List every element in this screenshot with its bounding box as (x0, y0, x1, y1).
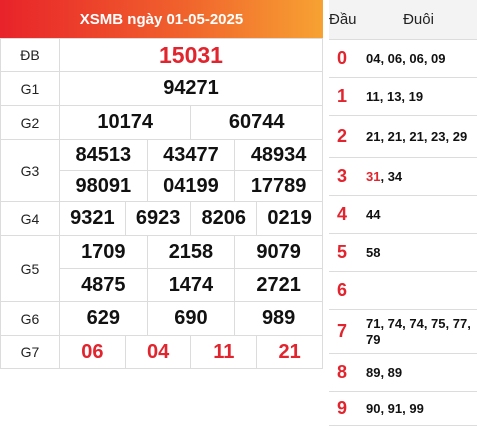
prize-row-db: ĐB 15031 (0, 38, 323, 72)
loto-head: 8 (329, 353, 360, 392)
prize-g5-value: 1474 (146, 268, 236, 302)
loto-panel: Đầu Đuôi 0 04, 06, 06, 09 1 11, 13, 19 2… (329, 0, 477, 426)
loto-tails: 31, 34 (360, 157, 477, 196)
prize-g5-value: 9079 (234, 235, 323, 269)
loto-tails: 21, 21, 21, 23, 29 (360, 115, 477, 158)
prize-g6-value: 690 (146, 301, 236, 336)
loto-tails: 11, 13, 19 (360, 77, 477, 116)
prize-g4-value: 9321 (59, 201, 126, 236)
loto-tails: 04, 06, 06, 09 (360, 39, 477, 78)
loto-tail-rest: 34 (387, 168, 403, 184)
loto-tails: 71, 74, 74, 75, 77, 79 (360, 309, 477, 354)
prize-label: G6 (0, 301, 60, 336)
prize-row-g6: G6 629 690 989 (0, 301, 323, 336)
loto-row: 0 04, 06, 06, 09 (329, 39, 477, 78)
prize-g7-value: 11 (190, 335, 258, 369)
prize-row-g5: G5 1709 2158 9079 (0, 235, 323, 302)
prize-g7-value: 21 (256, 335, 323, 369)
prize-g3-value: 84513 (59, 139, 148, 171)
loto-head: 0 (329, 39, 360, 78)
results-table: ĐB 15031 G1 94271 G2 10174 60744 G3 8451… (0, 38, 323, 369)
loto-head: 3 (329, 157, 360, 196)
loto-head: 7 (329, 309, 360, 354)
prize-g3-value: 48934 (234, 139, 323, 171)
prize-g3-value: 17789 (234, 170, 323, 202)
loto-row: 6 (329, 271, 477, 310)
loto-tails: 58 (360, 233, 477, 272)
loto-head: 2 (329, 115, 360, 158)
prize-label: G7 (0, 335, 60, 369)
prize-g7-value: 06 (59, 335, 126, 369)
loto-table: Đầu Đuôi 0 04, 06, 06, 09 1 11, 13, 19 2… (329, 0, 477, 426)
prize-g4-value: 6923 (124, 201, 192, 236)
prize-g4-value: 0219 (256, 201, 323, 236)
results-panel: XSMB ngày 01-05-2025 ĐB 15031 G1 94271 G… (0, 0, 323, 369)
prize-label: ĐB (0, 38, 60, 72)
prize-g6-value: 629 (59, 301, 148, 336)
prize-label: G1 (0, 71, 60, 106)
loto-separator: , (380, 168, 388, 184)
prize-row-g4: G4 9321 6923 8206 0219 (0, 201, 323, 236)
prize-row-g7: G7 06 04 11 21 (0, 335, 323, 369)
prize-g5-value: 1709 (59, 235, 148, 269)
prize-db-value: 15031 (59, 38, 323, 72)
loto-tails (360, 271, 477, 310)
loto-tails: 44 (360, 195, 477, 234)
prize-g7-value: 04 (124, 335, 192, 369)
prize-g3-value: 04199 (146, 170, 236, 202)
prize-label: G4 (0, 201, 60, 236)
prize-row-g5: 4875 1474 2721 (1, 268, 323, 302)
loto-tail-header: Đuôi (360, 0, 477, 40)
loto-head-header: Đầu (329, 0, 360, 40)
loto-head: 4 (329, 195, 360, 234)
loto-head: 5 (329, 233, 360, 272)
prize-row-g3: G3 84513 43477 48934 (0, 139, 323, 202)
loto-row: 4 44 (329, 195, 477, 234)
loto-head: 1 (329, 77, 360, 116)
loto-head: 6 (329, 271, 360, 310)
prize-label: G3 (0, 139, 60, 202)
prize-g2-value: 60744 (190, 105, 323, 140)
loto-row: 2 21, 21, 21, 23, 29 (329, 115, 477, 158)
loto-row: 1 11, 13, 19 (329, 77, 477, 116)
prize-label: G5 (0, 235, 60, 302)
loto-tails: 90, 91, 99 (360, 391, 477, 426)
results-title: XSMB ngày 01-05-2025 (0, 0, 323, 38)
prize-row-g1: G1 94271 (0, 71, 323, 106)
prize-row-g3: 98091 04199 17789 (1, 170, 323, 202)
prize-label: G2 (0, 105, 60, 140)
prize-g3-value: 98091 (59, 170, 148, 202)
prize-g5-value: 4875 (59, 268, 148, 302)
loto-row: 8 89, 89 (329, 353, 477, 392)
prize-g2-value: 10174 (58, 105, 192, 140)
prize-g6-value: 989 (234, 301, 323, 336)
loto-row: 7 71, 74, 74, 75, 77, 79 (329, 309, 477, 354)
prize-g5-value: 2721 (234, 268, 323, 302)
loto-head: 9 (329, 391, 360, 426)
prize-g4-value: 8206 (190, 201, 258, 236)
loto-special-tail: 31 (366, 168, 381, 184)
prize-g3-value: 43477 (146, 139, 236, 171)
prize-g1-value: 94271 (59, 71, 323, 106)
prize-g5-value: 2158 (146, 235, 236, 269)
loto-row: 5 58 (329, 233, 477, 272)
loto-header-row: Đầu Đuôi (329, 0, 477, 40)
prize-row-g2: G2 10174 60744 (0, 105, 323, 140)
loto-row: 9 90, 91, 99 (329, 391, 477, 426)
loto-tails: 89, 89 (360, 353, 477, 392)
loto-row: 3 31, 34 (329, 157, 477, 196)
